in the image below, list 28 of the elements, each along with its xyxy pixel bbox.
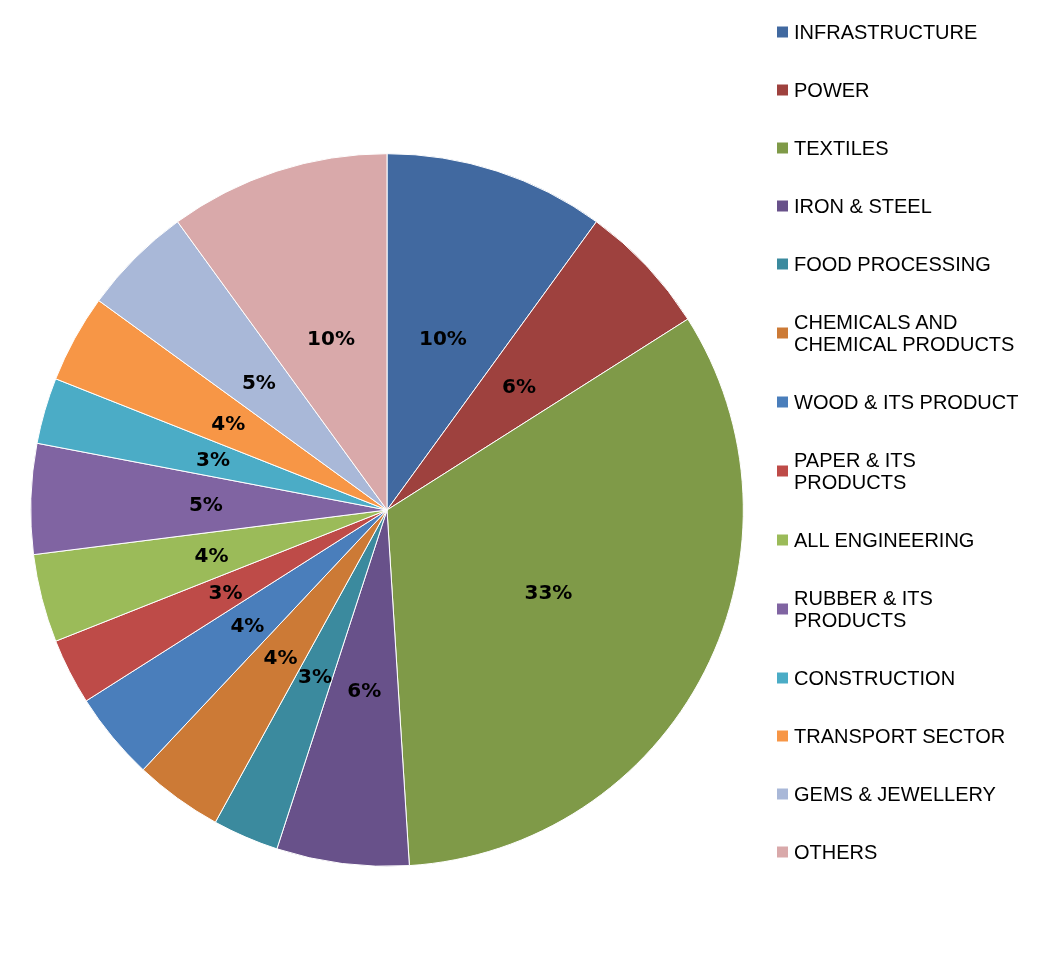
legend-label: WOOD & ITS PRODUCT [794,391,1019,413]
data-label: 6% [347,677,382,702]
legend-label: GEMS & JEWELLERY [794,783,996,805]
legend-label: PAPER & ITS PRODUCTS [794,449,922,493]
legend-label: TRANSPORT SECTOR [794,725,1006,747]
data-label: 4% [230,613,265,638]
legend-label: OTHERS [794,841,878,863]
legend-label: INFRASTRUCTURE [794,21,978,43]
data-label: 4% [211,410,246,435]
legend-label: FOOD PROCESSING [794,253,991,275]
legend-label: RUBBER & ITS PRODUCTS [794,587,939,631]
data-label: 3% [298,664,333,689]
data-label: 3% [208,580,243,605]
data-label: 6% [502,373,537,398]
data-label: 4% [194,543,229,568]
legend-label: CONSTRUCTION [794,667,956,689]
legend-label: CHEMICALS AND CHEMICAL PRODUCTS [794,311,1015,355]
legend-label: TEXTILES [794,137,889,159]
data-label: 10% [307,325,355,350]
legend-label: ALL ENGINEERING [794,529,975,551]
data-label: 5% [241,369,276,394]
legend-label: POWER [794,79,870,101]
data-label: 4% [263,644,298,669]
data-label: 5% [188,492,223,517]
data-label: 10% [419,325,467,350]
data-label: 3% [196,447,231,472]
legend-label: IRON & STEEL [794,195,932,217]
data-label: 33% [524,580,573,605]
